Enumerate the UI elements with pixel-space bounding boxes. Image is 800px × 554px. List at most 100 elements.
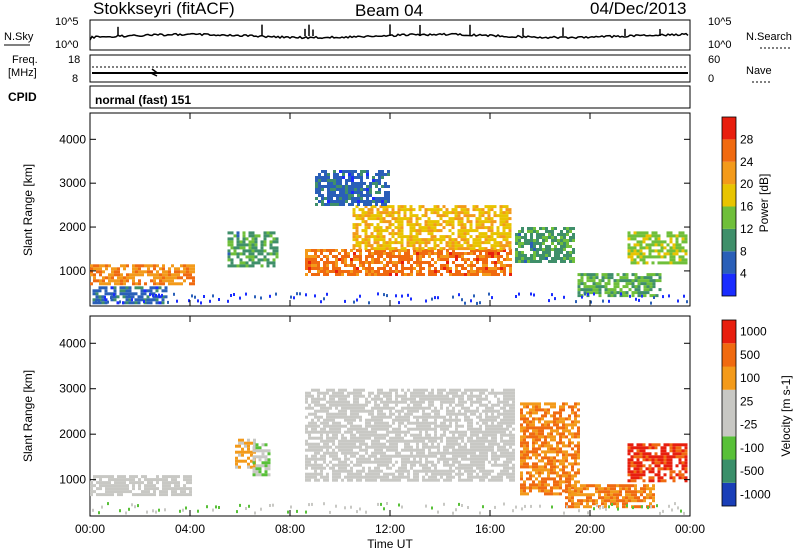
- heatmap-cell: [102, 270, 105, 274]
- heatmap-cell: [258, 446, 262, 450]
- heatmap-cell: [437, 409, 440, 413]
- heatmap-cell: [547, 447, 550, 451]
- ground-scatter-cell: [290, 505, 292, 509]
- ground-scatter-cell: [254, 511, 256, 515]
- heatmap-cell: [648, 237, 652, 241]
- heatmap-cell: [457, 223, 461, 227]
- heatmap-cell: [512, 442, 515, 446]
- heatmap-cell: [627, 464, 631, 468]
- heatmap-cell: [330, 200, 333, 203]
- heatmap-cell: [359, 472, 362, 476]
- heatmap-cell: [376, 244, 380, 248]
- heatmap-cell: [314, 249, 317, 252]
- heatmap-cell: [361, 220, 365, 224]
- heatmap-cell: [512, 439, 515, 443]
- heatmap-cell: [365, 436, 368, 440]
- heatmap-cell: [348, 185, 351, 188]
- heatmap-cell: [351, 197, 354, 200]
- heatmap-cell: [332, 463, 335, 467]
- heatmap-cell: [247, 456, 250, 460]
- heatmap-cell: [255, 470, 259, 474]
- heatmap-cell: [562, 465, 565, 469]
- heatmap-cell: [134, 286, 138, 290]
- heatmap-cell: [503, 433, 506, 437]
- heatmap-cell: [479, 394, 482, 398]
- heatmap-cell: [479, 448, 482, 452]
- heatmap-cell: [562, 441, 565, 445]
- heatmap-cell: [515, 239, 518, 242]
- heatmap-cell: [381, 170, 384, 173]
- heatmap-cell: [379, 226, 383, 230]
- ground-scatter-cell: [326, 292, 328, 296]
- heatmap-cell: [422, 418, 425, 422]
- heatmap-cell: [406, 220, 410, 224]
- heatmap-cell: [338, 457, 341, 461]
- heatmap-cell: [153, 490, 156, 494]
- ground-scatter-cell: [173, 292, 175, 296]
- heatmap-cell: [488, 249, 491, 252]
- heatmap-cell: [422, 454, 425, 458]
- heatmap-cell: [347, 421, 350, 425]
- heatmap-cell: [479, 270, 482, 273]
- heatmap-cell: [311, 463, 314, 467]
- heatmap-cell: [502, 220, 506, 224]
- heatmap-cell: [362, 466, 365, 470]
- heatmap-cell: [470, 264, 473, 267]
- heatmap-cell: [137, 286, 141, 290]
- heatmap-cell: [360, 173, 363, 176]
- heatmap-cell: [463, 214, 467, 218]
- heatmap-cell: [457, 214, 461, 218]
- heatmap-cell: [374, 472, 377, 476]
- heatmap-cell: [389, 409, 392, 413]
- heatmap-cell: [672, 249, 676, 253]
- heatmap-cell: [359, 403, 362, 407]
- heatmap-cell: [412, 208, 416, 212]
- heatmap-cell: [247, 441, 250, 445]
- heatmap-cell: [479, 439, 482, 443]
- heatmap-cell: [350, 409, 353, 413]
- heatmap-cell: [478, 235, 482, 239]
- heatmap-cell: [350, 418, 353, 422]
- heatmap-cell: [610, 276, 614, 280]
- heatmap-cell: [649, 279, 653, 283]
- heatmap-cell: [315, 191, 318, 194]
- heatmap-cell: [658, 273, 662, 277]
- heatmap-cell: [613, 294, 617, 298]
- heatmap-cell: [119, 286, 123, 290]
- heatmap-cell: [323, 460, 326, 464]
- heatmap-cell: [636, 261, 640, 265]
- heatmap-cell: [509, 457, 512, 461]
- heatmap-cell: [535, 429, 538, 433]
- heatmap-cell: [541, 483, 544, 487]
- heatmap-cell: [410, 394, 413, 398]
- heatmap-cell: [535, 468, 538, 472]
- heatmap-cell: [604, 502, 607, 506]
- heatmap-cell: [424, 208, 428, 212]
- heatmap-cell: [556, 459, 559, 463]
- heatmap-cell: [377, 249, 380, 252]
- heatmap-cell: [604, 505, 607, 509]
- heatmap-cell: [508, 244, 512, 248]
- heatmap-cell: [386, 445, 389, 449]
- heatmap-cell: [397, 229, 401, 233]
- heatmap-cell: [255, 467, 259, 471]
- heatmap-cell: [452, 457, 455, 461]
- heatmap-cell: [421, 241, 425, 245]
- heatmap-cell: [535, 405, 538, 409]
- heatmap-cell: [123, 267, 126, 271]
- heatmap-cell: [625, 490, 628, 494]
- heatmap-cell: [446, 439, 449, 443]
- heatmap-cell: [329, 415, 332, 419]
- heatmap-cell: [413, 394, 416, 398]
- heatmap-cell: [365, 403, 368, 407]
- heatmap-cell: [377, 409, 380, 413]
- heatmap-cell: [544, 489, 547, 493]
- heatmap-cell: [551, 230, 554, 233]
- heatmap-cell: [375, 173, 378, 176]
- heatmap-cell: [320, 433, 323, 437]
- heatmap-cell: [404, 252, 407, 255]
- ground-scatter-cell: [377, 292, 379, 296]
- heatmap-cell: [518, 239, 521, 242]
- freq-label-line2: [MHz]: [8, 67, 37, 79]
- heatmap-cell: [354, 170, 357, 173]
